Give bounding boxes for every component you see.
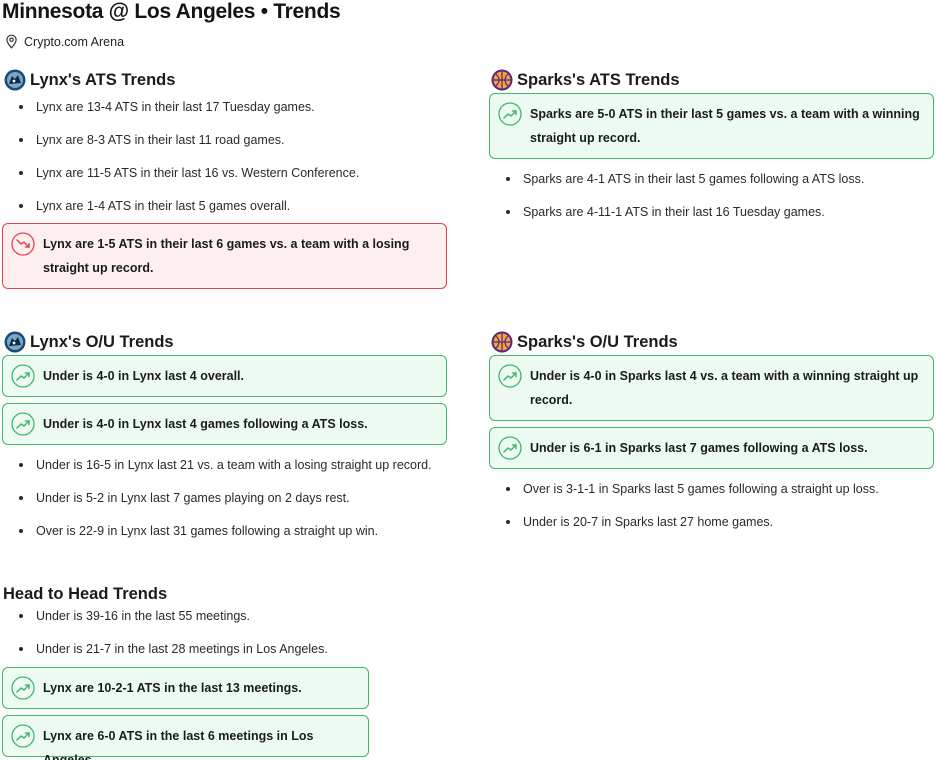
- trend-text-line: record.: [530, 393, 573, 407]
- trend-text: Under is 4-0 in Lynx last 4 games follow…: [43, 417, 368, 431]
- trend-text: Lynx are 6-0 ATS in the last 6 meetings …: [43, 729, 314, 760]
- positive-trend-card: Under is 4-0 in Lynx last 4 games follow…: [2, 403, 447, 445]
- trend-text-line: straight up record.: [43, 261, 154, 275]
- page-title: Minnesota @ Los Angeles • Trends: [2, 0, 341, 23]
- trending-up-icon: [498, 102, 522, 126]
- positive-trend-card: Under is 4-0 in Sparks last 4 vs. a team…: [489, 355, 934, 421]
- list-item: Under is 5-2 in Lynx last 7 games playin…: [4, 490, 432, 506]
- sparks-ats-section: Sparks's ATS Trends: [491, 68, 680, 92]
- sparks-ats-title: Sparks's ATS Trends: [517, 70, 680, 89]
- lynx-ats-title: Lynx's ATS Trends: [30, 70, 176, 89]
- trending-down-icon: [11, 232, 35, 256]
- positive-trend-card: Under is 6-1 in Sparks last 7 games foll…: [489, 427, 934, 469]
- h2h-section: Head to Head Trends: [3, 582, 167, 606]
- list-item: Under is 39-16 in the last 55 meetings.: [4, 608, 328, 624]
- positive-trend-card: Under is 4-0 in Lynx last 4 overall.: [2, 355, 447, 397]
- lynx-logo-icon: [4, 331, 26, 353]
- trend-text-line: Lynx are 1-5 ATS in their last 6 games v…: [43, 237, 410, 251]
- sparks-ou-list: Over is 3-1-1 in Sparks last 5 games fol…: [491, 481, 879, 530]
- list-item: Under is 21-7 in the last 28 meetings in…: [4, 641, 328, 657]
- trending-up-icon: [498, 364, 522, 388]
- location-pin-icon: [5, 34, 18, 49]
- lynx-ou-list: Under is 16-5 in Lynx last 21 vs. a team…: [4, 457, 432, 539]
- list-item: Sparks are 4-11-1 ATS in their last 16 T…: [491, 204, 864, 220]
- venue-name: Crypto.com Arena: [24, 34, 125, 49]
- positive-trend-card: Lynx are 6-0 ATS in the last 6 meetings …: [2, 715, 369, 760]
- lynx-ou-section: Lynx's O/U Trends: [4, 330, 174, 354]
- sparks-ou-section: Sparks's O/U Trends: [491, 330, 678, 354]
- lynx-ats-list: Lynx are 13-4 ATS in their last 17 Tuesd…: [4, 99, 359, 214]
- sparks-ats-list: Sparks are 4-1 ATS in their last 5 games…: [491, 171, 864, 220]
- list-item: Under is 20-7 in Sparks last 27 home gam…: [491, 514, 879, 530]
- trending-up-icon: [11, 412, 35, 436]
- h2h-title: Head to Head Trends: [3, 584, 168, 603]
- h2h-list: Under is 39-16 in the last 55 meetings. …: [4, 608, 328, 657]
- list-item: Sparks are 4-1 ATS in their last 5 games…: [491, 171, 864, 187]
- list-item: Lynx are 11-5 ATS in their last 16 vs. W…: [4, 165, 359, 181]
- trending-up-icon: [11, 364, 35, 388]
- list-item: Over is 22-9 in Lynx last 31 games follo…: [4, 523, 432, 539]
- trend-text-line: straight up record.: [530, 131, 641, 145]
- list-item: Over is 3-1-1 in Sparks last 5 games fol…: [491, 481, 879, 497]
- trend-text: Lynx are 10-2-1 ATS in the last 13 meeti…: [43, 681, 302, 695]
- trend-text-line: Under is 4-0 in Sparks last 4 vs. a team…: [530, 369, 919, 383]
- lynx-ou-title: Lynx's O/U Trends: [30, 332, 174, 351]
- positive-trend-card: Lynx are 10-2-1 ATS in the last 13 meeti…: [2, 667, 369, 709]
- trend-text-line: Sparks are 5-0 ATS in their last 5 games…: [530, 107, 920, 121]
- lynx-logo-icon: [4, 69, 26, 91]
- venue: Crypto.com Arena: [5, 34, 124, 49]
- trend-text: Under is 4-0 in Lynx last 4 overall.: [43, 369, 245, 383]
- list-item: Lynx are 1-4 ATS in their last 5 games o…: [4, 198, 359, 214]
- positive-trend-card: Sparks are 5-0 ATS in their last 5 games…: [489, 93, 934, 159]
- sparks-ou-title: Sparks's O/U Trends: [517, 332, 678, 351]
- list-item: Under is 16-5 in Lynx last 21 vs. a team…: [4, 457, 432, 473]
- trending-up-icon: [498, 436, 522, 460]
- list-item: Lynx are 13-4 ATS in their last 17 Tuesd…: [4, 99, 359, 115]
- sparks-logo-icon: [491, 331, 513, 353]
- list-item: Lynx are 8-3 ATS in their last 11 road g…: [4, 132, 359, 148]
- negative-trend-card: Lynx are 1-5 ATS in their last 6 games v…: [2, 223, 447, 289]
- trend-text: Under is 6-1 in Sparks last 7 games foll…: [530, 441, 868, 455]
- trending-up-icon: [11, 724, 35, 748]
- sparks-logo-icon: [491, 69, 513, 91]
- lynx-ats-section: Lynx's ATS Trends: [4, 68, 175, 92]
- trending-up-icon: [11, 676, 35, 700]
